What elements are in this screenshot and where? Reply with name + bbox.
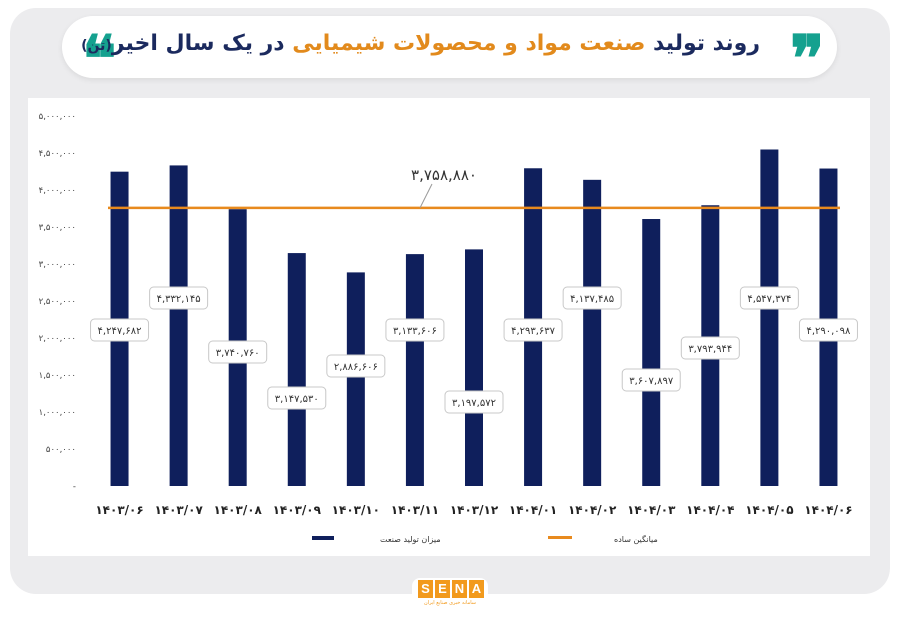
title-part-4: اخیر <box>111 31 158 56</box>
bar <box>169 165 188 486</box>
data-label: ۴,۱۳۷,۴۸۵ <box>570 294 614 305</box>
average-label: ۳,۷۵۸,۸۸۰ <box>411 166 477 184</box>
bar <box>465 249 483 486</box>
x-tick-label: ۱۴۰۴/۰۱ <box>509 503 557 517</box>
x-tick-label: ۱۴۰۴/۰۴ <box>686 503 734 517</box>
data-label-box <box>798 318 858 342</box>
page-title: روند تولید صنعت مواد و محصولات شیمیایی د… <box>81 24 760 64</box>
logo-letter: S <box>418 580 433 598</box>
data-label-box <box>267 386 327 410</box>
x-tick-label: ۱۴۰۳/۱۰ <box>332 503 380 517</box>
x-tick-label: ۱۴۰۳/۰۷ <box>154 503 203 517</box>
bar <box>346 272 365 486</box>
data-label-box <box>90 318 150 342</box>
data-label: ۳,۷۴۰,۷۶۰ <box>216 348 260 359</box>
data-label-box <box>208 340 268 364</box>
data-label-box <box>680 336 740 360</box>
x-tick-label: ۱۴۰۳/۰۹ <box>273 503 322 517</box>
legend-label-bars: میزان تولید صنعت <box>380 535 441 544</box>
data-label-box <box>326 354 386 378</box>
y-tick-label: ۵۰۰,۰۰۰ <box>46 445 76 455</box>
logo-subtitle: سامانه خبری صنایع ایران <box>424 600 476 606</box>
y-tick-label: ۴,۰۰۰,۰۰۰ <box>39 186 76 196</box>
data-label: ۴,۲۹۳,۶۳۷ <box>511 326 556 337</box>
title-part-3: در یک سال <box>165 31 285 56</box>
legend-swatch-average <box>548 536 572 539</box>
y-tick-label: ۱,۵۰۰,۰۰۰ <box>39 371 76 381</box>
data-label-box <box>503 318 563 342</box>
bar <box>642 219 661 486</box>
x-tick-label: ۱۴۰۴/۰۵ <box>745 503 793 517</box>
y-tick-label: ۲,۵۰۰,۰۰۰ <box>39 297 76 307</box>
data-label-box <box>621 368 681 392</box>
data-label-box <box>739 286 799 310</box>
x-tick-label: ۱۴۰۴/۰۳ <box>627 503 676 517</box>
data-label: ۴,۳۳۲,۱۴۵ <box>157 294 201 305</box>
data-label-box <box>385 318 445 342</box>
x-tick-label: ۱۴۰۴/۰۲ <box>568 503 617 517</box>
x-tick-label: ۱۴۰۳/۰۸ <box>214 503 263 517</box>
logo-letter: A <box>469 580 484 598</box>
chart-card: - ۵۰۰,۰۰۰ ۱,۰۰۰,۰۰۰ ۱,۵۰۰,۰۰۰ ۲,۰۰۰,۰۰۰ ۲,۵۰۰… <box>28 98 870 556</box>
y-tick-label: ۲,۰۰۰,۰۰۰ <box>39 334 76 344</box>
legend-swatch-bars <box>312 536 334 540</box>
quote-left-icon: ❝ <box>82 22 117 97</box>
data-label: ۳,۱۴۷,۵۳۰ <box>275 394 319 405</box>
logo-letter: N <box>452 580 467 598</box>
quote-right-icon: ❞ <box>790 22 825 97</box>
data-label: ۲,۸۸۶,۶۰۶ <box>334 362 378 373</box>
data-label-box <box>444 390 504 414</box>
average-callout-leader <box>419 183 433 209</box>
legend-label-average: میانگین ساده <box>614 534 658 544</box>
y-tick-label: - <box>73 482 76 492</box>
bar <box>583 179 602 486</box>
data-label: ۴,۲۹۰,۰۹۸ <box>806 326 851 337</box>
data-label: ۴,۵۴۷,۳۷۴ <box>747 294 791 305</box>
title-part-2: صنعت مواد و محصولات شیمیایی <box>292 31 646 56</box>
logo-letter: E <box>435 580 450 598</box>
bar-chart: - ۵۰۰,۰۰۰ ۱,۰۰۰,۰۰۰ ۱,۵۰۰,۰۰۰ ۲,۰۰۰,۰۰۰ ۲,۵۰۰… <box>39 112 858 544</box>
title-part-1: روند تولید <box>653 31 760 56</box>
data-label: ۳,۱۳۳,۶۰۶ <box>393 326 437 337</box>
bar <box>760 149 779 486</box>
bar <box>287 253 306 486</box>
data-label: ۳,۷۹۳,۹۴۴ <box>688 344 732 355</box>
title-banner <box>62 16 837 78</box>
y-tick-label: ۴,۵۰۰,۰۰۰ <box>39 149 76 159</box>
data-label: ۳,۱۹۷,۵۷۲ <box>452 398 496 409</box>
data-label-box <box>562 286 622 310</box>
x-tick-label: ۱۴۰۳/۱۱ <box>391 503 439 517</box>
bar <box>405 254 424 486</box>
title-unit: (تن) <box>81 38 112 54</box>
x-tick-label: ۱۴۰۳/۱۲ <box>450 503 499 517</box>
x-tick-label: ۱۴۰۳/۰۶ <box>95 503 143 517</box>
data-label-box <box>149 286 209 310</box>
data-label: ۳,۶۰۷,۸۹۷ <box>629 376 674 387</box>
data-label: ۴,۲۴۷,۶۸۲ <box>98 326 142 337</box>
y-tick-label: ۳,۰۰۰,۰۰۰ <box>39 260 76 270</box>
y-tick-label: ۵,۰۰۰,۰۰۰ <box>39 112 76 122</box>
y-tick-label: ۱,۰۰۰,۰۰۰ <box>39 408 76 418</box>
x-tick-label: ۱۴۰۴/۰۶ <box>804 503 852 517</box>
y-tick-label: ۳,۵۰۰,۰۰۰ <box>39 223 76 233</box>
